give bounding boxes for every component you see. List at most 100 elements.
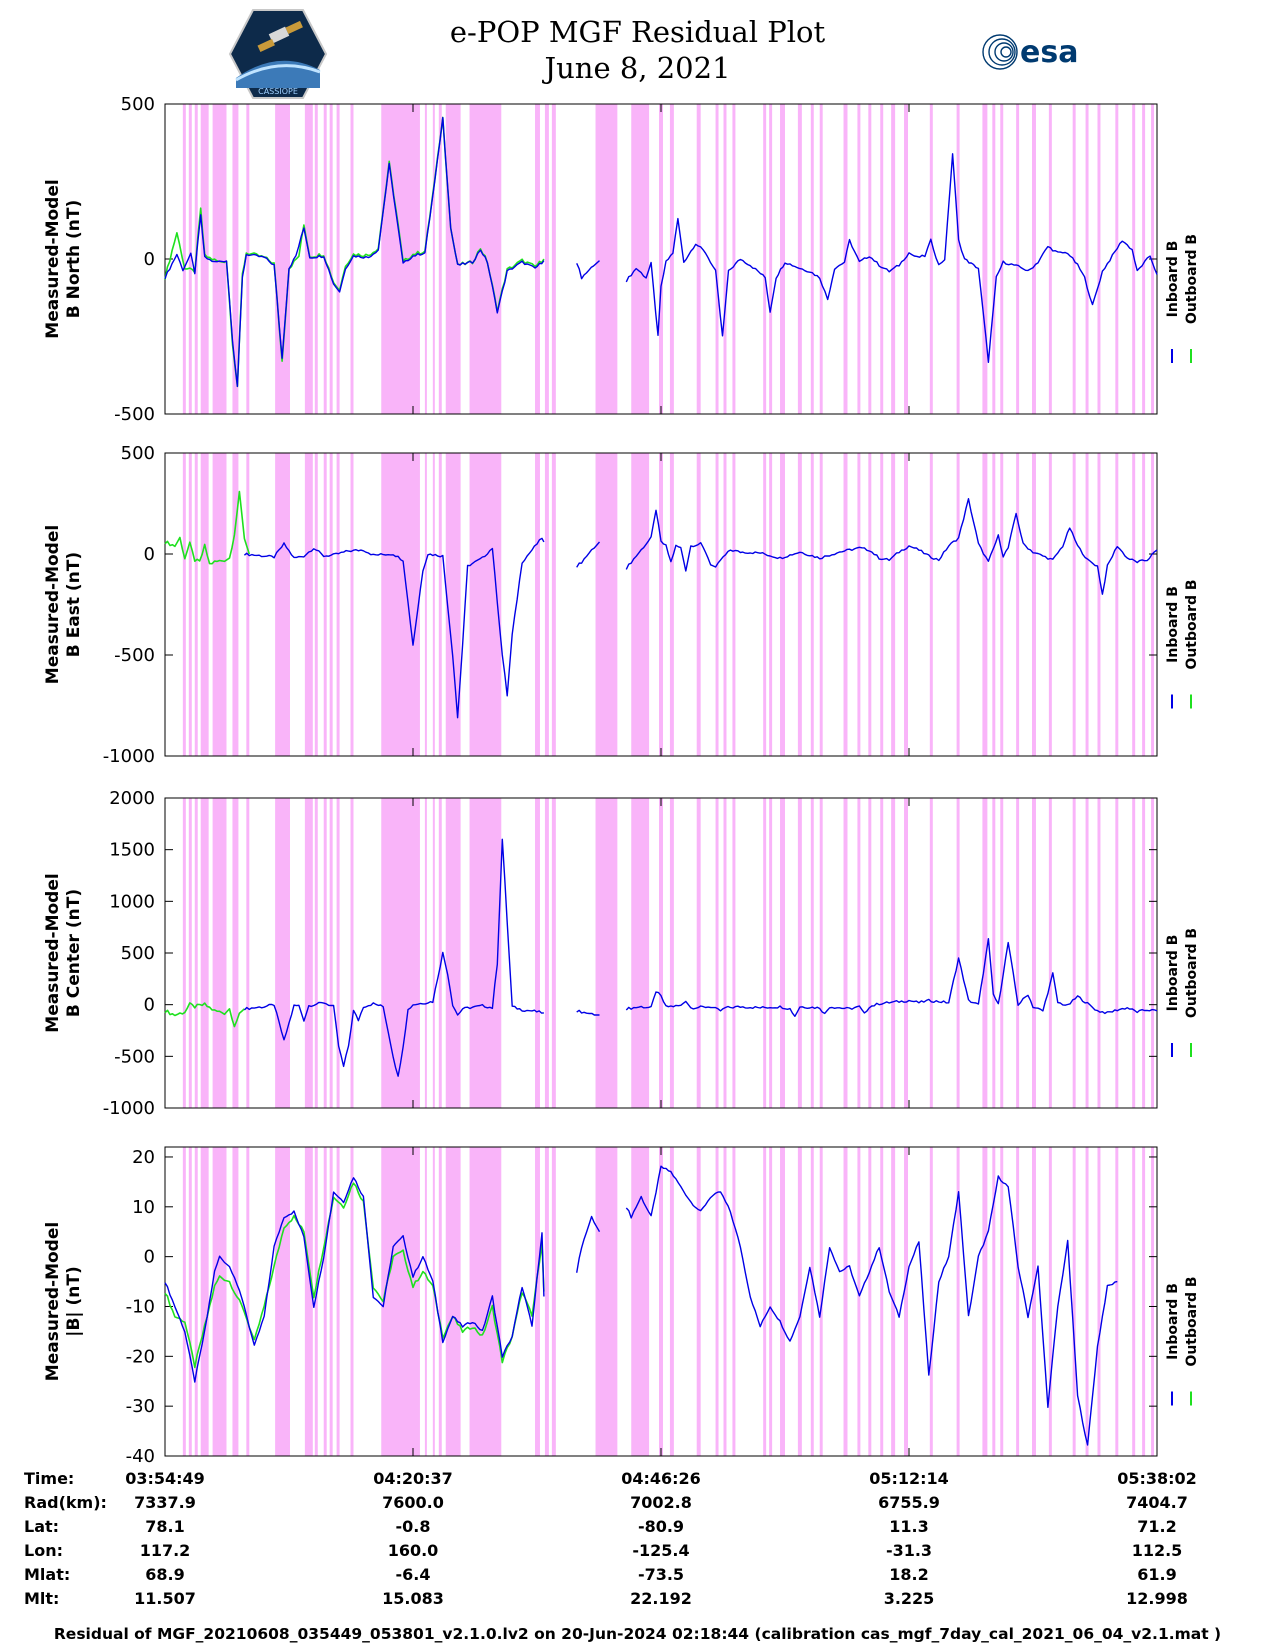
shaded-interval	[350, 798, 354, 1108]
shaded-interval	[445, 798, 461, 1108]
shaded-interval	[1048, 104, 1052, 414]
shaded-interval	[1016, 104, 1020, 414]
shaded-interval	[551, 1147, 556, 1456]
shaded-interval	[797, 453, 802, 756]
shaded-interval	[469, 1147, 502, 1456]
inboard-series-segment	[576, 541, 601, 568]
y-tick-label: -500	[114, 404, 155, 425]
param-value: -0.8	[395, 1517, 431, 1536]
shaded-interval	[275, 1147, 290, 1456]
shaded-interval	[956, 453, 960, 756]
shaded-interval	[904, 1147, 909, 1456]
shaded-interval	[797, 104, 802, 414]
shaded-interval	[432, 798, 435, 1108]
shaded-interval	[1032, 453, 1036, 756]
shaded-interval	[336, 453, 340, 756]
shaded-interval	[535, 1147, 540, 1456]
shaded-interval	[631, 798, 650, 1108]
shaded-interval	[843, 453, 848, 756]
shaded-interval	[1000, 104, 1004, 414]
shaded-interval	[188, 104, 192, 414]
shaded-interval	[424, 104, 427, 414]
shaded-interval	[1097, 798, 1101, 1108]
legend: Inboard B Outboard B	[1165, 579, 1200, 669]
orbit-parameter-table: Time: 03:54:49 04:20:37 04:46:26 05:12:1…	[0, 1468, 1275, 1638]
shaded-interval	[323, 453, 327, 756]
shaded-interval	[275, 104, 290, 414]
inboard-series	[243, 537, 545, 719]
shaded-interval	[669, 1147, 674, 1456]
shaded-interval	[669, 453, 674, 756]
shaded-interval	[631, 1147, 650, 1456]
shaded-interval	[232, 453, 239, 756]
param-value: 04:20:37	[373, 1469, 453, 1488]
y-tick-label: -1000	[103, 746, 155, 767]
shaded-interval	[595, 104, 618, 414]
shaded-interval	[1085, 453, 1089, 756]
shaded-interval	[929, 798, 933, 1108]
inboard-series-segment	[576, 260, 600, 280]
shaded-interval	[200, 453, 209, 756]
shaded-interval	[868, 104, 872, 414]
shaded-interval	[810, 104, 814, 414]
param-value: 3.225	[883, 1589, 935, 1608]
shaded-interval	[780, 453, 785, 756]
param-value: 7002.8	[630, 1493, 692, 1512]
outboard-series	[164, 1002, 245, 1028]
param-row-time: Time: 03:54:49 04:20:37 04:46:26 05:12:1…	[0, 1468, 1275, 1490]
shaded-interval	[843, 1147, 848, 1456]
shaded-interval	[232, 104, 239, 414]
shaded-interval	[715, 1147, 719, 1456]
shaded-interval	[1115, 1147, 1119, 1456]
shaded-interval	[246, 798, 250, 1108]
shaded-interval	[1085, 798, 1089, 1108]
shaded-interval	[1048, 798, 1052, 1108]
shaded-interval	[424, 1147, 427, 1456]
title-block: e-POP MGF Residual Plot June 8, 2021	[0, 14, 1275, 86]
cassiope-logo: CASSIOPE	[228, 9, 328, 99]
shaded-interval	[929, 104, 933, 414]
panel-1: -500 0 500 Measured-ModelB North (nT) Inboar…	[43, 94, 1200, 425]
esa-logo: esa	[982, 34, 1078, 70]
shaded-interval	[432, 104, 435, 414]
param-value: 22.192	[630, 1589, 692, 1608]
shaded-interval	[314, 1147, 318, 1456]
shaded-interval	[780, 798, 785, 1108]
shaded-interval	[797, 1147, 802, 1456]
inboard-series-segment	[625, 1165, 1118, 1446]
shaded-interval	[304, 104, 313, 414]
param-row-lat: Lat: 78.1 -0.8 -80.9 11.3 71.2	[0, 1516, 1275, 1538]
shaded-interval	[535, 104, 540, 414]
shaded-interval	[188, 453, 192, 756]
shaded-interval	[723, 1147, 727, 1456]
shaded-interval	[843, 798, 848, 1108]
shaded-interval	[780, 104, 785, 414]
shaded-interval	[857, 453, 861, 756]
y-tick-label: -20	[126, 1346, 155, 1367]
shaded-interval	[880, 798, 884, 1108]
shaded-interval	[819, 1147, 823, 1456]
panel-3: -1000 -500 0 500 1000 1500 2000 Measured-ModelB…	[43, 788, 1200, 1119]
param-value: 112.5	[1131, 1541, 1183, 1560]
shaded-interval	[659, 453, 663, 756]
shaded-interval	[723, 453, 727, 756]
shaded-interval	[669, 104, 674, 414]
shaded-interval	[329, 798, 333, 1108]
shaded-interval	[212, 104, 227, 414]
shaded-interval	[696, 104, 701, 414]
shaded-interval	[797, 798, 802, 1108]
shaded-interval	[1072, 453, 1076, 756]
shaded-interval	[880, 453, 884, 756]
footer-caption: Residual of MGF_20210608_035449_053801_v…	[53, 1625, 1222, 1643]
param-value: 05:38:02	[1117, 1469, 1197, 1488]
shaded-interval	[857, 1147, 861, 1456]
shaded-interval	[631, 104, 650, 414]
shaded-interval	[1072, 1147, 1076, 1456]
shaded-interval	[891, 104, 896, 414]
shaded-interval	[445, 1147, 461, 1456]
shaded-interval	[868, 798, 872, 1108]
shaded-interval	[769, 453, 773, 756]
inboard-series-segment	[625, 153, 1158, 363]
param-row-lon: Lon: 117.2 160.0 -125.4 -31.3 112.5	[0, 1540, 1275, 1562]
